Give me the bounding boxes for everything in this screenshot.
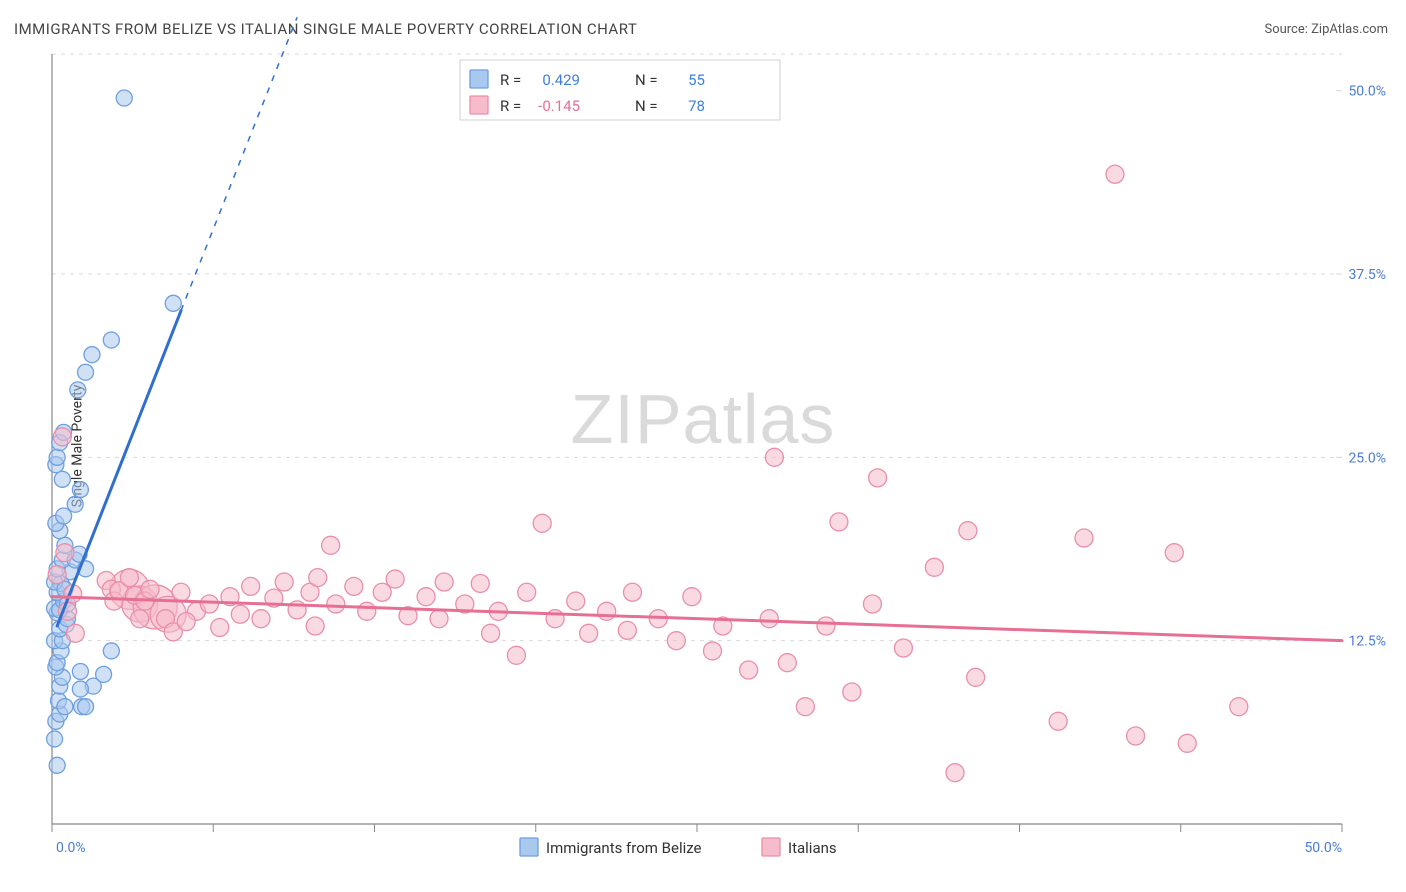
svg-text:Italians: Italians (788, 839, 837, 857)
svg-text:50.0%: 50.0% (1348, 84, 1386, 100)
svg-text:R =: R = (500, 97, 521, 115)
svg-text:50.0%: 50.0% (1304, 840, 1342, 856)
svg-text:Immigrants from Belize: Immigrants from Belize (546, 839, 702, 857)
svg-text:0.0%: 0.0% (56, 840, 86, 856)
svg-text:R =: R = (500, 71, 521, 89)
svg-text:N =: N = (635, 97, 658, 115)
svg-text:25.0%: 25.0% (1348, 450, 1386, 466)
svg-text:37.5%: 37.5% (1348, 267, 1386, 283)
svg-text:12.5%: 12.5% (1348, 634, 1386, 650)
svg-text:55: 55 (688, 71, 705, 89)
svg-text:0.429: 0.429 (542, 71, 580, 89)
svg-text:-0.145: -0.145 (538, 97, 580, 115)
svg-text:N =: N = (635, 71, 658, 89)
svg-text:78: 78 (688, 97, 705, 115)
scatter-chart: 12.5% 25.0% 37.5% 50.0% 0.0% 50.0% R = 0.429 N =… (0, 0, 1406, 892)
